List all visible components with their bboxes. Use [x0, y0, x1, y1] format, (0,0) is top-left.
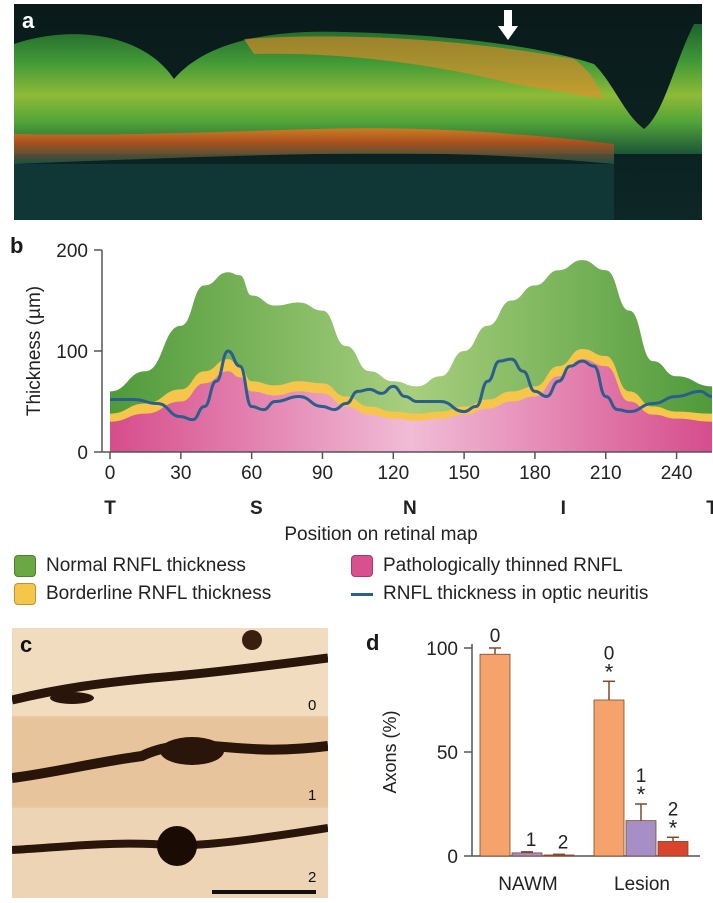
bar-significance-star: *: [669, 815, 678, 840]
legend-label-normal: Normal RNFL thickness: [46, 555, 246, 576]
bar-label: 2: [668, 799, 679, 820]
oct-scan-image: a: [14, 4, 702, 220]
panel-label-d: d: [366, 630, 380, 655]
region-label-4: T: [706, 498, 713, 519]
oct-choroid: [14, 164, 614, 220]
region-label-0: T: [104, 498, 116, 519]
bar-label: 1: [636, 766, 647, 787]
arrow-down-icon: [498, 10, 518, 40]
oct-rpe-layer: [14, 128, 614, 164]
axon-histology-images: 0 1 2 c: [10, 628, 329, 898]
bar-nawm-0: [479, 653, 511, 857]
legend-swatch-borderline: [14, 583, 36, 605]
y-axis-title: Thickness (µm): [24, 286, 45, 416]
legend-label-borderline: Borderline RNFL thickness: [46, 583, 272, 604]
bar-label: 0: [490, 626, 501, 647]
tile-label-1: 1: [308, 787, 316, 804]
category-label-nawm: NAWM: [498, 874, 557, 895]
d-y-tick-label-100: 100: [426, 639, 458, 660]
x-tick-label-210: 210: [590, 463, 622, 484]
x-axis-title: Position on retinal map: [284, 524, 477, 545]
bar-significance-star: *: [637, 782, 646, 807]
x-tick-label-0: 0: [105, 463, 116, 484]
d-y-axis-title: Axons (%): [380, 710, 400, 793]
oct-rnfl-highlight: [244, 36, 604, 99]
region-label-2: N: [403, 498, 417, 519]
y-tick-label-0: 0: [77, 443, 88, 464]
bar-label: 2: [558, 832, 569, 853]
bar-lesion-0: [593, 699, 625, 857]
tile-label-2: 2: [308, 869, 316, 886]
histology-svg: 0 1 2: [10, 628, 329, 898]
bar-significance-star: *: [605, 659, 614, 684]
x-tick-label-60: 60: [241, 463, 262, 484]
panel-label-a: a: [22, 8, 35, 33]
x-tick-label-180: 180: [519, 463, 551, 484]
panel-label-c: c: [20, 632, 33, 657]
x-tick-label-90: 90: [312, 463, 333, 484]
tile-label-0: 0: [308, 697, 316, 714]
legend-label-pathological: Pathologically thinned RNFL: [383, 555, 623, 576]
legend-swatch-pathological: [351, 555, 373, 577]
legend-swatch-normal: [14, 555, 36, 577]
panel-label-b: b: [10, 233, 24, 258]
x-tick-label-240: 240: [661, 463, 693, 484]
bar-nawm-1: [511, 852, 543, 857]
x-tick-label-30: 30: [170, 463, 191, 484]
x-tick-label-120: 120: [377, 463, 409, 484]
category-label-lesion: Lesion: [614, 874, 670, 895]
bar-nawm-2: [543, 854, 575, 857]
bar-label: 1: [526, 830, 537, 851]
d-y-tick-label-0: 0: [447, 847, 458, 868]
axon-0: [10, 653, 329, 705]
axon-2: [11, 824, 329, 854]
area-pathological-rnfl: [110, 359, 712, 452]
bar-label: 0: [604, 643, 615, 664]
x-tick-label-150: 150: [448, 463, 480, 484]
bar-lesion-1: [625, 820, 657, 857]
rnfl-thickness-chart: 0 100 200 0 30 60 90 120 150 180 210 240 T S N I T Positi…: [24, 241, 713, 545]
legend-swatch-neuritis: [351, 593, 373, 596]
y-tick-label-200: 200: [56, 241, 88, 262]
region-label-1: S: [250, 498, 263, 519]
d-y-tick-label-50: 50: [437, 743, 458, 764]
oct-scan-svg: [14, 4, 702, 220]
region-label-3: I: [561, 498, 566, 519]
scale-bar: [212, 890, 316, 894]
histology-tile-1: [12, 718, 328, 806]
line-optic-neuritis: [110, 349, 713, 422]
bar-lesion-2: [657, 841, 689, 857]
legend-label-neuritis: RNFL thickness in optic neuritis: [383, 583, 649, 604]
y-tick-label-100: 100: [56, 342, 88, 363]
